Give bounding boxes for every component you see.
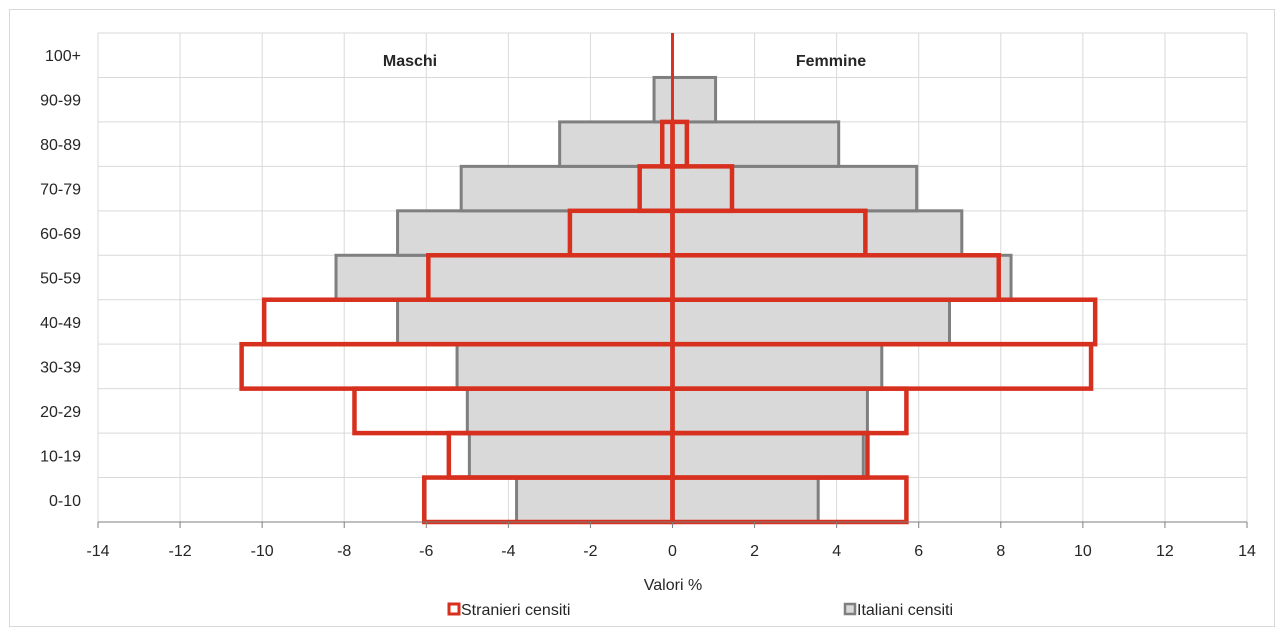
bar-italiani-femmine-70-79 <box>671 164 919 213</box>
y-tick-label-100+: 100+ <box>45 48 81 65</box>
x-tick-label-6: 6 <box>914 543 923 560</box>
x-tick-label--4: -4 <box>501 543 515 560</box>
bar-italiani-femmine-80-89 <box>671 120 841 168</box>
side-label-maschi: Maschi <box>383 53 437 70</box>
x-tick-label--14: -14 <box>86 543 109 560</box>
x-tick-label-4: 4 <box>832 543 841 560</box>
bar-italiani-femmine-60-69 <box>671 209 964 257</box>
x-tick-label-2: 2 <box>750 543 759 560</box>
x-tick-label-8: 8 <box>996 543 1005 560</box>
y-tick-label-50-59: 50-59 <box>40 271 81 288</box>
bar-italiani-femmine-0-10 <box>671 476 820 524</box>
bar-italiani-maschi-80-89 <box>558 120 675 168</box>
y-tick-label-30-39: 30-39 <box>40 359 81 376</box>
bar-italiani-femmine-50-59 <box>671 253 1013 302</box>
legend-label-stranieri: Stranieri censiti <box>461 602 570 619</box>
bar-italiani-maschi-0-10 <box>515 476 674 524</box>
x-tick-label-10: 10 <box>1074 543 1092 560</box>
bar-italiani-maschi-60-69 <box>396 209 674 257</box>
axes <box>97 33 1248 528</box>
x-tick-label--10: -10 <box>251 543 274 560</box>
x-tick-label--12: -12 <box>169 543 192 560</box>
y-tick-label-80-89: 80-89 <box>40 137 81 154</box>
bar-italiani-femmine-40-49 <box>671 298 951 346</box>
y-tick-label-40-49: 40-49 <box>40 315 81 332</box>
tick-labels: -14 -12 -10 -8 -6 -4 -2 0 2 4 6 8 10 12 14 0-10 10-19 20-… <box>40 48 1256 560</box>
x-axis-title: Valori % <box>644 577 702 594</box>
y-tick-label-90-99: 90-99 <box>40 93 81 110</box>
bar-italiani-femmine-30-39 <box>671 342 884 391</box>
bar-italiani-femmine-20-29 <box>671 387 869 435</box>
bar-italiani-maschi-30-39 <box>455 342 674 391</box>
y-tick-label-20-29: 20-29 <box>40 404 81 421</box>
legend: Stranieri censiti Italiani censiti <box>447 602 953 619</box>
side-label-femmine: Femmine <box>796 53 866 70</box>
x-tick-label--6: -6 <box>419 543 433 560</box>
legend-swatch-italiani <box>843 602 857 616</box>
x-tick-label-14: 14 <box>1238 543 1256 560</box>
y-tick-label-70-79: 70-79 <box>40 182 81 199</box>
bar-italiani-femmine-10-19 <box>671 431 865 480</box>
legend-label-italiani: Italiani censiti <box>857 602 953 619</box>
bar-italiani-maschi-50-59 <box>334 253 674 302</box>
bar-italiani-maschi-20-29 <box>465 387 675 435</box>
x-tick-label--2: -2 <box>583 543 597 560</box>
x-tick-label-12: 12 <box>1156 543 1174 560</box>
bar-italiani-maschi-40-49 <box>396 298 674 346</box>
y-tick-label-0-10: 0-10 <box>49 493 81 510</box>
bar-italiani-maschi-10-19 <box>467 431 674 480</box>
y-tick-label-10-19: 10-19 <box>40 448 81 465</box>
x-tick-label--8: -8 <box>337 543 351 560</box>
bar-italiani-femmine-90-99 <box>671 75 718 124</box>
legend-swatch-stranieri <box>447 602 461 616</box>
bar-italiani-maschi-90-99 <box>652 75 675 124</box>
y-tick-label-60-69: 60-69 <box>40 226 81 243</box>
x-tick-label-0: 0 <box>668 543 677 560</box>
